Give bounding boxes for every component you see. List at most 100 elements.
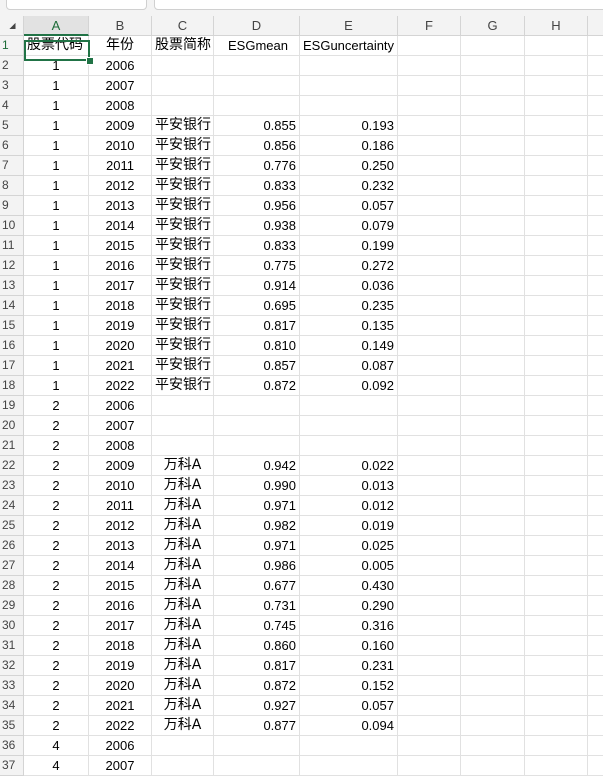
cell-h21[interactable] [525, 436, 588, 456]
cell-g13[interactable] [461, 276, 525, 296]
cell-h19[interactable] [525, 396, 588, 416]
cell-d8[interactable]: 0.833 [214, 176, 300, 196]
row-header[interactable]: 20 [0, 416, 24, 436]
cell-g11[interactable] [461, 236, 525, 256]
cell-d3[interactable] [214, 76, 300, 96]
row-header[interactable]: 33 [0, 676, 24, 696]
cell-e1[interactable]: ESGuncertainty [300, 36, 398, 56]
cell-f18[interactable] [398, 376, 461, 396]
cell-d27[interactable]: 0.986 [214, 556, 300, 576]
cell-h8[interactable] [525, 176, 588, 196]
cell-d13[interactable]: 0.914 [214, 276, 300, 296]
cell-g15[interactable] [461, 316, 525, 336]
cell-b18[interactable]: 2022 [89, 376, 152, 396]
row-header[interactable]: 18 [0, 376, 24, 396]
cell-i29[interactable] [588, 596, 603, 616]
cell-h25[interactable] [525, 516, 588, 536]
cell-a2[interactable]: 1 [24, 56, 89, 76]
row-header[interactable]: 37 [0, 756, 24, 776]
cell-c19[interactable] [152, 396, 214, 416]
cell-b33[interactable]: 2020 [89, 676, 152, 696]
cell-c14[interactable]: 平安银行 [152, 296, 214, 316]
cell-c6[interactable]: 平安银行 [152, 136, 214, 156]
row-header[interactable]: 16 [0, 336, 24, 356]
cell-f30[interactable] [398, 616, 461, 636]
cell-b25[interactable]: 2012 [89, 516, 152, 536]
cell-e16[interactable]: 0.149 [300, 336, 398, 356]
cell-c26[interactable]: 万科A [152, 536, 214, 556]
cell-i31[interactable] [588, 636, 603, 656]
cell-f31[interactable] [398, 636, 461, 656]
row-header[interactable]: 17 [0, 356, 24, 376]
cell-c34[interactable]: 万科A [152, 696, 214, 716]
cell-i9[interactable] [588, 196, 603, 216]
cell-d7[interactable]: 0.776 [214, 156, 300, 176]
cell-h29[interactable] [525, 596, 588, 616]
cell-c11[interactable]: 平安银行 [152, 236, 214, 256]
cell-d11[interactable]: 0.833 [214, 236, 300, 256]
cell-e23[interactable]: 0.013 [300, 476, 398, 496]
cell-h17[interactable] [525, 356, 588, 376]
cell-e24[interactable]: 0.012 [300, 496, 398, 516]
cell-a32[interactable]: 2 [24, 656, 89, 676]
row-header[interactable]: 24 [0, 496, 24, 516]
cell-f19[interactable] [398, 396, 461, 416]
cell-b22[interactable]: 2009 [89, 456, 152, 476]
cell-h10[interactable] [525, 216, 588, 236]
cell-d12[interactable]: 0.775 [214, 256, 300, 276]
cell-g1[interactable] [461, 36, 525, 56]
cell-d30[interactable]: 0.745 [214, 616, 300, 636]
cell-c22[interactable]: 万科A [152, 456, 214, 476]
cell-a9[interactable]: 1 [24, 196, 89, 216]
cell-i22[interactable] [588, 456, 603, 476]
cell-e11[interactable]: 0.199 [300, 236, 398, 256]
cell-a21[interactable]: 2 [24, 436, 89, 456]
cell-i8[interactable] [588, 176, 603, 196]
row-header[interactable]: 19 [0, 396, 24, 416]
cell-g16[interactable] [461, 336, 525, 356]
row-header[interactable]: 3 [0, 76, 24, 96]
cell-i11[interactable] [588, 236, 603, 256]
row-header[interactable]: 27 [0, 556, 24, 576]
row-header[interactable]: 14 [0, 296, 24, 316]
fill-handle[interactable] [86, 57, 94, 65]
row-header[interactable]: 12 [0, 256, 24, 276]
cell-i13[interactable] [588, 276, 603, 296]
cell-c31[interactable]: 万科A [152, 636, 214, 656]
cell-g9[interactable] [461, 196, 525, 216]
cell-c28[interactable]: 万科A [152, 576, 214, 596]
cell-h16[interactable] [525, 336, 588, 356]
formula-bar[interactable] [154, 0, 603, 10]
row-header[interactable]: 35 [0, 716, 24, 736]
cell-a35[interactable]: 2 [24, 716, 89, 736]
cell-i10[interactable] [588, 216, 603, 236]
cell-b12[interactable]: 2016 [89, 256, 152, 276]
cell-b9[interactable]: 2013 [89, 196, 152, 216]
cell-e30[interactable]: 0.316 [300, 616, 398, 636]
cell-c9[interactable]: 平安银行 [152, 196, 214, 216]
cell-c3[interactable] [152, 76, 214, 96]
cell-f22[interactable] [398, 456, 461, 476]
cell-i35[interactable] [588, 716, 603, 736]
cell-d20[interactable] [214, 416, 300, 436]
row-header[interactable]: 4 [0, 96, 24, 116]
cell-d6[interactable]: 0.856 [214, 136, 300, 156]
cell-d23[interactable]: 0.990 [214, 476, 300, 496]
cell-i21[interactable] [588, 436, 603, 456]
row-header[interactable]: 5 [0, 116, 24, 136]
cell-g6[interactable] [461, 136, 525, 156]
cell-g10[interactable] [461, 216, 525, 236]
cell-e25[interactable]: 0.019 [300, 516, 398, 536]
cell-d10[interactable]: 0.938 [214, 216, 300, 236]
cell-h11[interactable] [525, 236, 588, 256]
cell-i18[interactable] [588, 376, 603, 396]
cell-f35[interactable] [398, 716, 461, 736]
row-header[interactable]: 6 [0, 136, 24, 156]
cell-e19[interactable] [300, 396, 398, 416]
cell-h15[interactable] [525, 316, 588, 336]
cell-i15[interactable] [588, 316, 603, 336]
cell-g8[interactable] [461, 176, 525, 196]
cell-f14[interactable] [398, 296, 461, 316]
cell-c17[interactable]: 平安银行 [152, 356, 214, 376]
cell-b3[interactable]: 2007 [89, 76, 152, 96]
